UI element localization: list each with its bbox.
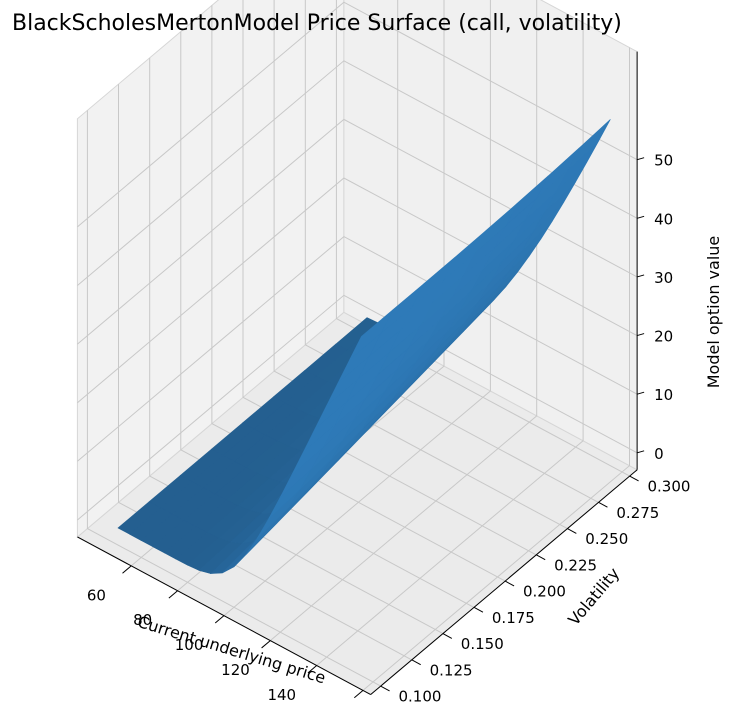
x-tick xyxy=(168,590,178,599)
left-pane xyxy=(76,0,345,539)
z-axis-label: Model option value xyxy=(704,236,723,389)
y-tick xyxy=(629,475,639,482)
tick-labels: 60801001201401600.1000.1250.1500.1750.20… xyxy=(87,152,691,706)
y-gridline xyxy=(149,57,444,635)
x-gridline xyxy=(362,47,630,691)
y-gridline xyxy=(211,5,506,582)
y-tick-label: 0.275 xyxy=(616,504,659,522)
x-gridline xyxy=(223,0,491,617)
z-tick xyxy=(636,215,645,219)
y-tick-label: 0.250 xyxy=(585,530,628,548)
x-axis-line xyxy=(77,536,371,695)
x-tick-label: 60 xyxy=(87,586,106,604)
z-gridline xyxy=(77,235,638,462)
x-tick xyxy=(354,690,364,699)
x-tick xyxy=(214,615,225,624)
y-tick-label: 0.175 xyxy=(492,609,535,627)
surface-mesh xyxy=(117,119,611,574)
x-tick-label: 120 xyxy=(221,661,250,679)
z-tick-label: 10 xyxy=(654,386,673,404)
y-axis-line xyxy=(370,469,638,695)
y-tick-label: 0.125 xyxy=(430,662,473,680)
x-gridline xyxy=(269,0,538,641)
z-gridline xyxy=(77,294,638,521)
x-tick xyxy=(122,565,132,574)
y-tick xyxy=(536,554,546,561)
z-gridline xyxy=(77,177,638,404)
y-tick xyxy=(567,528,577,534)
x-tick xyxy=(261,640,271,649)
z-gridline xyxy=(77,60,638,286)
y-gridline xyxy=(335,0,630,477)
z-tick xyxy=(636,157,645,161)
y-tick-label: 0.150 xyxy=(461,635,504,653)
z-tick-label: 0 xyxy=(654,445,664,463)
surface-patch xyxy=(349,309,393,360)
x-tick-label: 80 xyxy=(133,611,152,629)
x-tick-label: 140 xyxy=(267,686,296,704)
y-gridline xyxy=(86,110,381,687)
y-tick xyxy=(473,606,484,613)
x-tick xyxy=(307,665,317,674)
y-tick xyxy=(442,633,453,639)
y-gridline xyxy=(242,0,537,556)
y-tick-label: 0.200 xyxy=(523,583,566,601)
y-gridline xyxy=(118,84,413,661)
axis-lines xyxy=(77,51,645,699)
z-tick-label: 30 xyxy=(654,269,673,287)
x-tick-label: 100 xyxy=(175,636,204,654)
y-gridline xyxy=(304,0,599,503)
y-gridline xyxy=(180,31,475,608)
z-tick xyxy=(636,274,645,278)
y-tick xyxy=(598,501,608,508)
y-tick-label: 0.300 xyxy=(648,478,691,496)
y-tick xyxy=(411,659,421,666)
z-tick xyxy=(636,391,645,395)
z-tick-label: 50 xyxy=(654,152,673,170)
z-tick-label: 20 xyxy=(654,328,673,346)
y-gridline xyxy=(273,0,568,530)
z-tick-label: 40 xyxy=(654,210,673,228)
z-gridline xyxy=(77,1,638,228)
y-tick-label: 0.225 xyxy=(554,557,597,575)
chart-title: BlackScholesMertonModel Price Surface (c… xyxy=(12,11,622,36)
y-tick xyxy=(504,580,515,587)
y-tick xyxy=(380,685,390,692)
z-tick xyxy=(636,333,645,337)
z-tick xyxy=(636,450,645,454)
y-tick-label: 0.100 xyxy=(399,688,442,706)
